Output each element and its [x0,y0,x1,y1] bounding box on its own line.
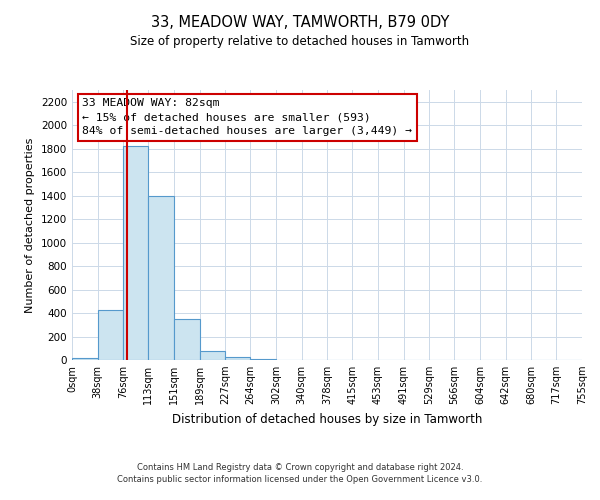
Text: Contains public sector information licensed under the Open Government Licence v3: Contains public sector information licen… [118,475,482,484]
Bar [148,196,174,360]
Bar [226,357,250,360]
X-axis label: Distribution of detached houses by size in Tamworth: Distribution of detached houses by size … [172,412,482,426]
Bar [200,350,226,360]
Bar [174,319,200,360]
Text: Size of property relative to detached houses in Tamworth: Size of property relative to detached ho… [130,35,470,48]
Text: 33 MEADOW WAY: 82sqm
← 15% of detached houses are smaller (593)
84% of semi-deta: 33 MEADOW WAY: 82sqm ← 15% of detached h… [82,98,412,136]
Bar [124,146,148,360]
Text: 33, MEADOW WAY, TAMWORTH, B79 0DY: 33, MEADOW WAY, TAMWORTH, B79 0DY [151,15,449,30]
Text: Contains HM Land Registry data © Crown copyright and database right 2024.: Contains HM Land Registry data © Crown c… [137,464,463,472]
Bar [72,358,98,360]
Bar [98,310,124,360]
Y-axis label: Number of detached properties: Number of detached properties [25,138,35,312]
